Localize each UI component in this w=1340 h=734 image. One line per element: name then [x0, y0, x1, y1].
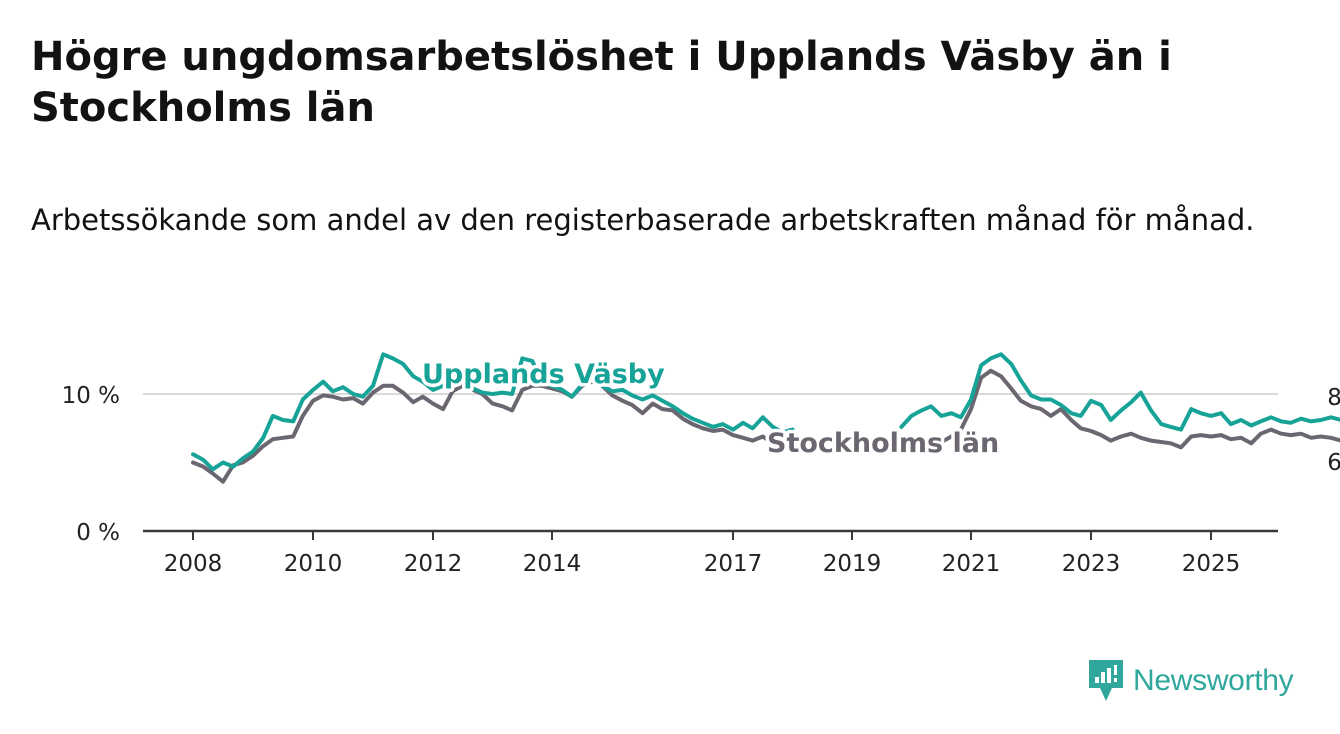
chart-subtitle: Arbetssökande som andel av den registerb… — [31, 203, 1255, 237]
x-tick-label: 2010 — [284, 551, 343, 577]
y-tick-label: 10 % — [62, 383, 120, 409]
series-label-stockholms-lan: Stockholms län — [767, 428, 999, 459]
x-tick-label: 2023 — [1062, 551, 1121, 577]
brand-name: Newsworthy — [1133, 664, 1294, 697]
end-value-label-stockholms-lan: 6,5 % — [1327, 450, 1340, 476]
series-label-stockholms-lan-halo: Stockholms län — [767, 428, 999, 459]
brand[interactable]: Newsworthy — [1089, 660, 1294, 702]
x-tick-label: 2017 — [704, 551, 763, 577]
x-tick-label: 2019 — [823, 551, 882, 577]
x-tick-label: 2012 — [404, 551, 463, 577]
series-label-upplands-vasby: Upplands Väsby — [422, 359, 665, 390]
x-tick-label: 2025 — [1182, 551, 1241, 577]
series-label-upplands-vasby-halo: Upplands Väsby — [422, 359, 665, 390]
line-chart: 0 % 10 % 2008 2010 2012 2014 2017 2019 2021 2023 2… — [62, 352, 1340, 577]
newsworthy-logo-icon — [1089, 660, 1123, 701]
series-line-0 — [191, 352, 1340, 472]
chart-title: Högre ungdomsarbetslöshet i Upplands Väs… — [31, 34, 1172, 131]
x-tick-label: 2021 — [942, 551, 1001, 577]
x-tick-label: 2014 — [523, 551, 582, 577]
series-line-1 — [191, 368, 1340, 484]
x-tick-label: 2008 — [164, 551, 223, 577]
y-tick-label: 0 % — [76, 520, 120, 546]
end-value-label-upplands-vasby: 8,1 % — [1327, 385, 1340, 411]
